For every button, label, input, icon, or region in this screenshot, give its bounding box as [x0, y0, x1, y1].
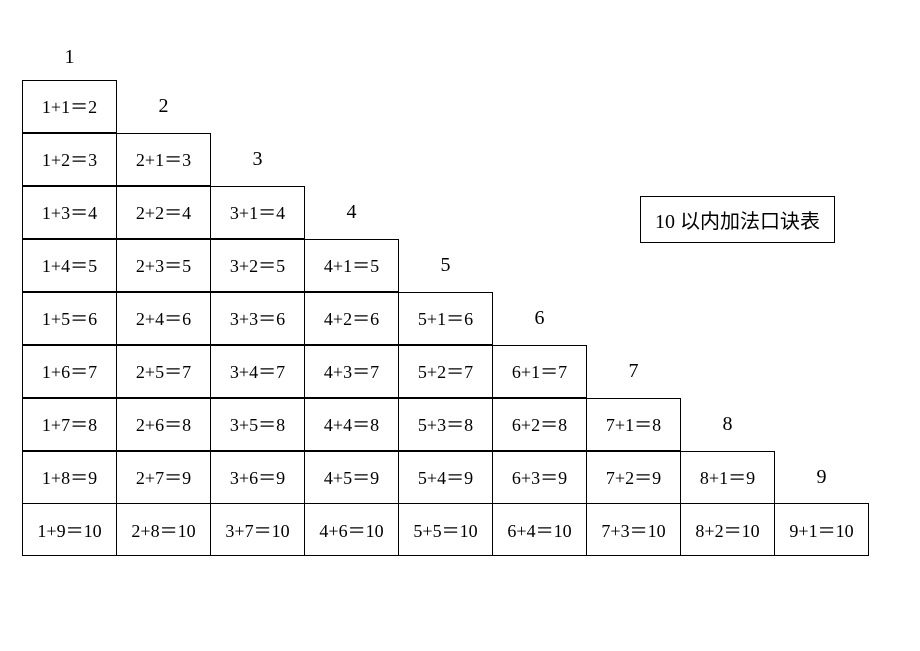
table-cell: 6+3＝9: [492, 451, 587, 504]
table-cell: 3+5＝8: [210, 398, 305, 451]
table-cell: 5+5＝10: [398, 503, 493, 556]
column-header-3: 3: [210, 133, 305, 186]
table-cell: 8+2＝10: [680, 503, 775, 556]
table-cell: 6+2＝8: [492, 398, 587, 451]
column-header-1: 1: [22, 46, 117, 69]
column-header-5: 5: [398, 239, 493, 292]
addition-table: 1+1＝2 2 1+2＝3 2+1＝3 3 1+3＝4 2+2＝4 3+1＝4 …: [22, 80, 869, 556]
table-cell: 1+6＝7: [22, 345, 117, 398]
table-cell: 6+1＝7: [492, 345, 587, 398]
table-cell: 5+3＝8: [398, 398, 493, 451]
table-cell: 1+4＝5: [22, 239, 117, 292]
table-cell: 2+8＝10: [116, 503, 211, 556]
table-cell: 5+4＝9: [398, 451, 493, 504]
table-cell: 4+4＝8: [304, 398, 399, 451]
table-cell: 9+1＝10: [774, 503, 869, 556]
table-cell: 1+2＝3: [22, 133, 117, 186]
table-row: 1+7＝8 2+6＝8 3+5＝8 4+4＝8 5+3＝8 6+2＝8 7+1＝…: [22, 398, 869, 451]
column-header-6: 6: [492, 292, 587, 345]
table-title: 10 以内加法口诀表: [640, 196, 835, 243]
column-header-7: 7: [586, 345, 681, 398]
table-cell: 1+1＝2: [22, 80, 117, 133]
table-cell: 3+1＝4: [210, 186, 305, 239]
table-row: 1+9＝10 2+8＝10 3+7＝10 4+6＝10 5+5＝10 6+4＝1…: [22, 504, 869, 556]
table-cell: 3+2＝5: [210, 239, 305, 292]
table-cell: 2+4＝6: [116, 292, 211, 345]
table-cell: 7+2＝9: [586, 451, 681, 504]
table-cell: 2+7＝9: [116, 451, 211, 504]
table-cell: 2+2＝4: [116, 186, 211, 239]
column-header-8: 8: [680, 398, 775, 451]
column-header-9: 9: [774, 451, 869, 504]
table-row: 1+4＝5 2+3＝5 3+2＝5 4+1＝5 5: [22, 239, 869, 292]
column-header-2: 2: [116, 80, 211, 133]
table-cell: 5+2＝7: [398, 345, 493, 398]
table-row: 1+5＝6 2+4＝6 3+3＝6 4+2＝6 5+1＝6 6: [22, 292, 869, 345]
table-row: 1+8＝9 2+7＝9 3+6＝9 4+5＝9 5+4＝9 6+3＝9 7+2＝…: [22, 451, 869, 504]
table-cell: 3+6＝9: [210, 451, 305, 504]
table-cell: 8+1＝9: [680, 451, 775, 504]
table-cell: 7+3＝10: [586, 503, 681, 556]
table-row: 1+1＝2 2: [22, 80, 869, 133]
table-cell: 5+1＝6: [398, 292, 493, 345]
table-cell: 4+6＝10: [304, 503, 399, 556]
table-cell: 1+8＝9: [22, 451, 117, 504]
table-cell: 1+5＝6: [22, 292, 117, 345]
table-cell: 4+1＝5: [304, 239, 399, 292]
table-row: 1+2＝3 2+1＝3 3: [22, 133, 869, 186]
table-cell: 4+2＝6: [304, 292, 399, 345]
table-cell: 6+4＝10: [492, 503, 587, 556]
table-row: 1+6＝7 2+5＝7 3+4＝7 4+3＝7 5+2＝7 6+1＝7 7: [22, 345, 869, 398]
table-cell: 2+1＝3: [116, 133, 211, 186]
table-cell: 7+1＝8: [586, 398, 681, 451]
table-cell: 3+7＝10: [210, 503, 305, 556]
table-cell: 1+9＝10: [22, 503, 117, 556]
column-header-4: 4: [304, 186, 399, 239]
table-cell: 1+3＝4: [22, 186, 117, 239]
table-cell: 1+7＝8: [22, 398, 117, 451]
table-cell: 2+5＝7: [116, 345, 211, 398]
table-cell: 3+4＝7: [210, 345, 305, 398]
table-cell: 2+6＝8: [116, 398, 211, 451]
table-cell: 3+3＝6: [210, 292, 305, 345]
table-cell: 4+3＝7: [304, 345, 399, 398]
table-cell: 4+5＝9: [304, 451, 399, 504]
table-cell: 2+3＝5: [116, 239, 211, 292]
